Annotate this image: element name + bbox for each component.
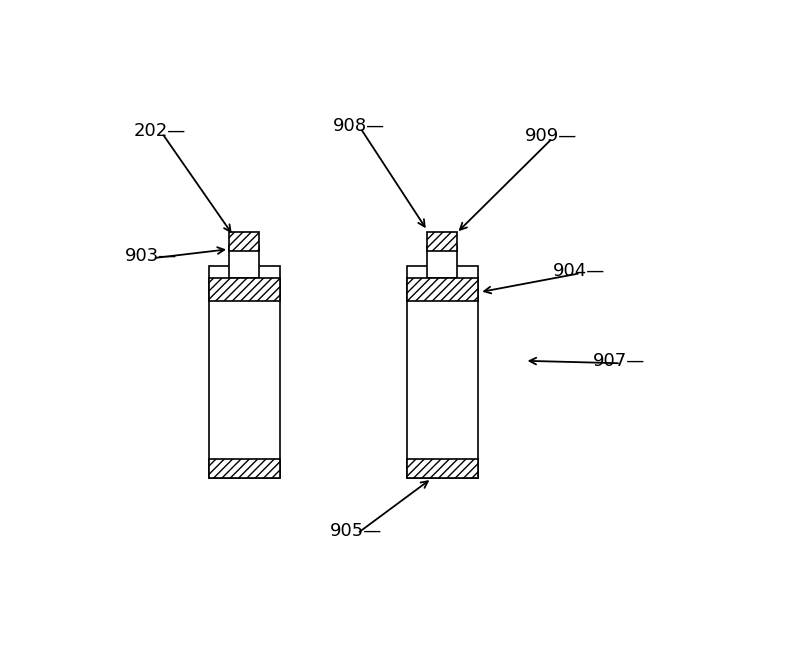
Text: 904—: 904— [553,262,605,279]
Bar [209,278,280,301]
Bar [209,266,280,478]
Bar [407,460,478,478]
Bar [427,231,457,251]
Text: 905—: 905— [330,522,382,540]
Text: 903—: 903— [125,247,177,265]
Bar [209,460,280,478]
Text: 202—: 202— [134,122,186,140]
Bar [229,246,258,278]
Bar [407,266,478,478]
Text: 907—: 907— [593,352,645,370]
Bar [427,246,457,278]
Text: 909—: 909— [525,127,577,144]
Text: 908—: 908— [333,116,385,135]
Bar [229,231,258,251]
Bar [407,278,478,301]
